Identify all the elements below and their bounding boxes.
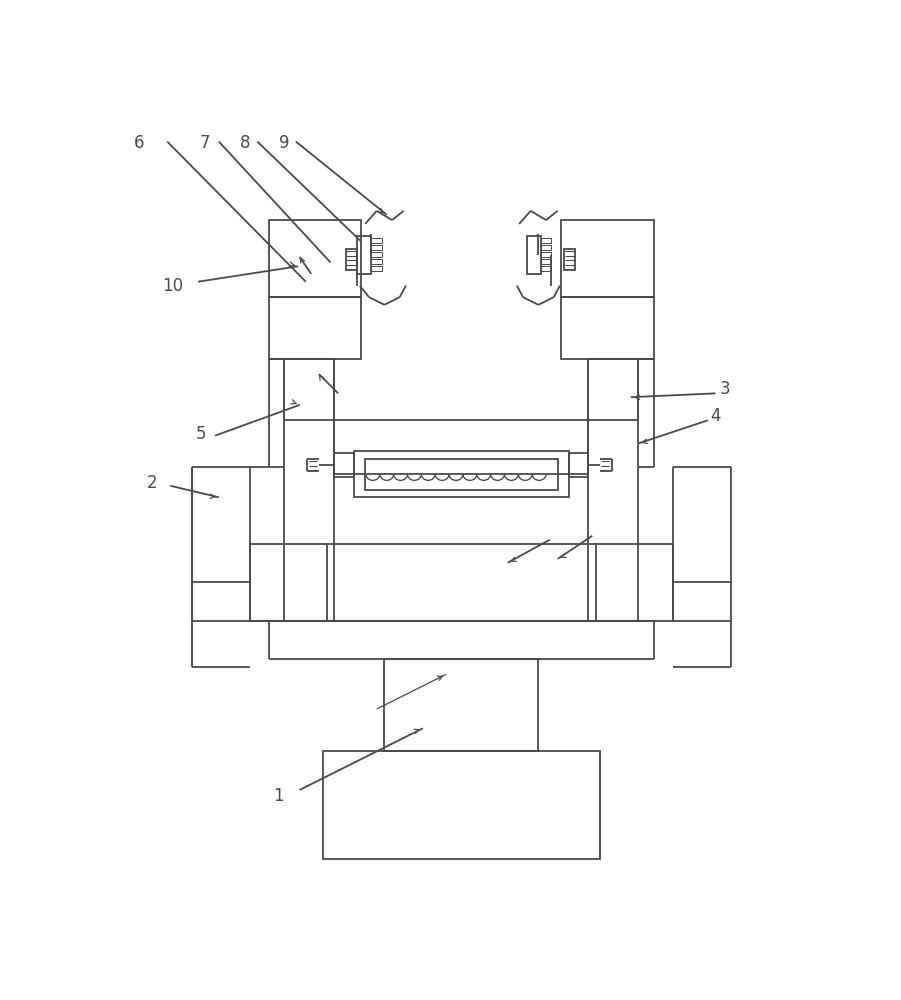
- Bar: [371, 238, 382, 243]
- Bar: [353, 451, 569, 497]
- Bar: [371, 245, 382, 250]
- Bar: [358, 235, 371, 274]
- Bar: [285, 359, 334, 620]
- Text: 9: 9: [279, 134, 289, 152]
- Bar: [564, 249, 576, 270]
- Text: 5: 5: [196, 425, 206, 443]
- Bar: [569, 453, 588, 477]
- Text: 6: 6: [134, 134, 145, 152]
- Text: 8: 8: [240, 134, 250, 152]
- Bar: [527, 235, 541, 274]
- Bar: [561, 297, 654, 359]
- Bar: [561, 220, 654, 297]
- Bar: [541, 252, 551, 257]
- Text: 7: 7: [200, 134, 210, 152]
- Bar: [371, 266, 382, 271]
- Text: 3: 3: [719, 380, 730, 398]
- Bar: [268, 297, 361, 359]
- Bar: [371, 259, 382, 264]
- Bar: [541, 266, 551, 271]
- Bar: [588, 359, 639, 620]
- Text: 10: 10: [162, 277, 184, 295]
- Bar: [323, 751, 600, 859]
- Bar: [371, 252, 382, 257]
- Bar: [365, 459, 558, 490]
- Text: 1: 1: [273, 787, 283, 805]
- Bar: [346, 249, 358, 270]
- Bar: [596, 544, 673, 620]
- Bar: [541, 259, 551, 264]
- Text: 4: 4: [710, 407, 721, 425]
- Bar: [541, 245, 551, 250]
- Bar: [334, 453, 353, 477]
- Bar: [385, 659, 539, 751]
- Bar: [541, 238, 551, 243]
- Bar: [250, 544, 327, 620]
- Bar: [268, 220, 361, 297]
- Text: 2: 2: [147, 474, 158, 492]
